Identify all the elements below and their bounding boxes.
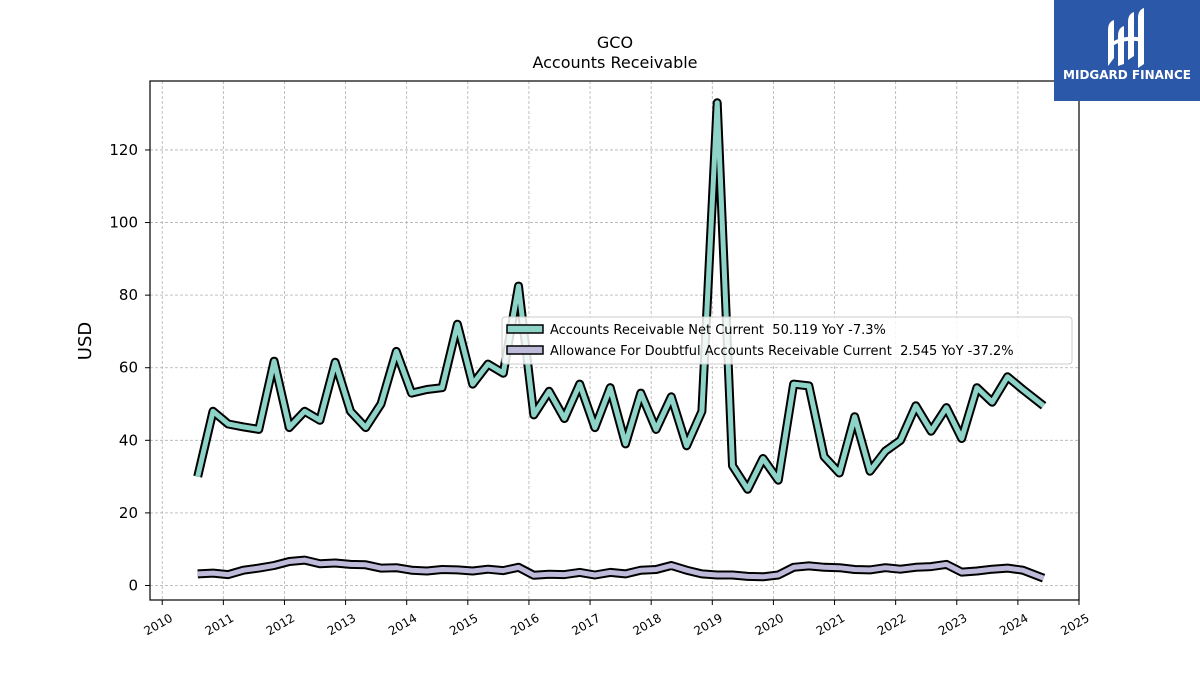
legend-swatch-2 (506, 345, 544, 355)
x-tick-label: 2016 (508, 611, 541, 638)
x-tick-label: 2011 (203, 611, 236, 638)
series-layer (193, 98, 1047, 583)
x-tick-label: 2025 (1058, 611, 1091, 638)
x-tick-label: 2013 (325, 611, 358, 638)
x-tick-label: 2012 (264, 611, 297, 638)
series-1-line (195, 100, 1046, 492)
x-tick-label: 2021 (814, 611, 847, 638)
y-axis-label: USD (75, 322, 96, 360)
series-2-line (197, 557, 1045, 581)
y-tick-label: 40 (119, 431, 138, 449)
x-tick-label: 2020 (753, 611, 786, 638)
logo-text: MIDGARD FINANCE (1063, 68, 1191, 82)
legend-swatch-1 (506, 324, 544, 334)
y-tick-label: 0 (128, 576, 138, 594)
x-tick-label: 2018 (630, 611, 663, 638)
legend-label-2: Allowance For Doubtful Accounts Receivab… (550, 344, 1014, 359)
x-tick-label: 2024 (997, 611, 1030, 638)
legend: Accounts Receivable Net Current 50.119 Y… (501, 316, 1073, 365)
plot-frame (149, 80, 1080, 601)
brand-logo: MIDGARD FINANCE (1054, 0, 1200, 101)
legend-box (501, 316, 1073, 365)
x-tick-label: 2010 (141, 611, 174, 638)
legend-label-1: Accounts Receivable Net Current 50.119 Y… (550, 323, 886, 338)
midgard-logo-icon (1108, 8, 1144, 68)
y-tick-label: 20 (119, 504, 138, 522)
series-2 (197, 555, 1046, 583)
x-tick-label: 2014 (386, 611, 419, 638)
x-tick-label: 2015 (447, 611, 480, 638)
x-tick-label: 2023 (936, 611, 969, 638)
y-tick-label: 80 (119, 286, 138, 304)
series-1 (193, 98, 1047, 494)
chart-subtitle: Accounts Receivable (532, 53, 697, 72)
x-tick-label: 2017 (569, 611, 602, 638)
x-tick-label: 2019 (692, 611, 725, 638)
chart-title: GCO (597, 33, 633, 52)
y-tick-label: 100 (109, 214, 138, 232)
y-tick-label: 120 (109, 141, 138, 159)
y-tick-label: 60 (119, 359, 138, 377)
x-tick-label: 2022 (875, 611, 908, 638)
